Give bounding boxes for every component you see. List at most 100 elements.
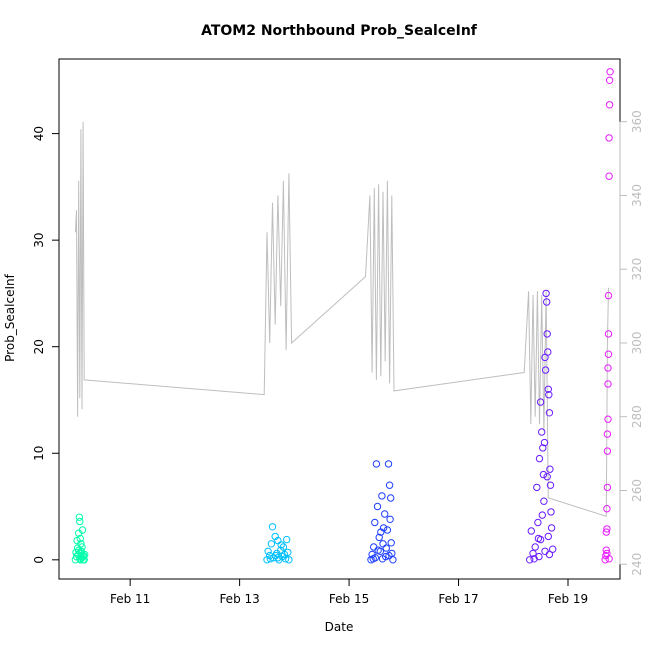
data-point [283, 535, 291, 544]
data-point [534, 518, 542, 527]
data-point [379, 524, 388, 532]
data-point [272, 551, 280, 560]
data-point [72, 548, 80, 557]
data-point [543, 298, 551, 306]
data-point [542, 289, 550, 298]
data-point [385, 551, 393, 560]
data-point [543, 330, 551, 338]
data-point [535, 552, 543, 561]
y2-line-layer [74, 121, 609, 517]
y2-tick-label: 240 [630, 553, 644, 576]
data-point [387, 539, 395, 547]
data-point [80, 556, 88, 564]
data-point [266, 555, 274, 563]
data-point [382, 544, 390, 552]
data-point [375, 533, 383, 542]
data-point [605, 101, 614, 109]
data-point [386, 515, 394, 523]
x-tick-label: Feb 13 [219, 592, 259, 606]
data-point [604, 380, 612, 388]
y-axis: 0 10 20 30 40 [32, 126, 60, 564]
data-point [545, 550, 554, 559]
data-point [539, 444, 547, 452]
data-point [604, 415, 612, 423]
data-point [544, 532, 552, 541]
data-point [535, 454, 544, 463]
data-point [264, 547, 272, 555]
data-point [605, 172, 613, 180]
data-point [605, 76, 614, 85]
data-point [545, 391, 553, 399]
y2-series-line [74, 121, 609, 517]
data-point [546, 481, 555, 489]
y-tick-label: 40 [32, 126, 46, 141]
data-point [530, 555, 538, 563]
data-point [543, 473, 551, 481]
y-axis-label: Prob_SealceInf [3, 273, 17, 361]
data-point [78, 543, 86, 551]
data-point [373, 502, 382, 511]
data-point [603, 549, 611, 558]
data-point [603, 447, 612, 455]
data-point [526, 556, 534, 564]
data-point [603, 505, 611, 513]
plot-frame [58, 58, 621, 580]
y2-tick-label: 340 [630, 184, 644, 207]
x-axis-label: Date [325, 620, 354, 634]
data-point [379, 540, 387, 548]
data-point [277, 541, 285, 549]
data-point [533, 483, 541, 492]
x-axis: Feb 11 Feb 13 Feb 15 Feb 17 Feb 19 [110, 578, 588, 606]
data-point [81, 550, 89, 559]
data-point [381, 510, 389, 518]
data-point [606, 68, 614, 76]
data-point [389, 556, 397, 564]
y2-tick-label: 360 [630, 110, 644, 133]
data-point [73, 536, 81, 545]
data-point [76, 556, 85, 564]
x-tick-label: Feb 15 [329, 592, 369, 606]
data-point [602, 546, 610, 554]
data-point [544, 348, 552, 356]
data-point [281, 555, 290, 563]
data-point [378, 555, 387, 563]
data-point [604, 291, 613, 300]
data-point [605, 134, 613, 142]
data-point [385, 481, 394, 489]
points-layer [71, 68, 614, 564]
data-point [546, 465, 554, 473]
data-point [267, 540, 276, 548]
data-point [76, 517, 84, 526]
y2-tick-label: 260 [630, 479, 644, 502]
data-point [540, 438, 549, 447]
data-point [387, 494, 395, 502]
y2-tick-label: 280 [630, 405, 644, 428]
data-point [285, 556, 293, 564]
data-point [372, 460, 381, 468]
data-point [547, 524, 556, 532]
y-tick-label: 20 [32, 339, 46, 354]
data-point [527, 527, 535, 535]
data-point [78, 526, 87, 534]
data-point [604, 364, 612, 372]
data-point [369, 555, 377, 563]
data-point [371, 518, 379, 527]
data-point [536, 535, 545, 544]
data-point [268, 523, 277, 531]
data-point [603, 430, 612, 438]
data-point [274, 554, 282, 562]
data-point [75, 513, 84, 521]
data-point [603, 483, 612, 492]
x-tick-label: Feb 17 [438, 592, 478, 606]
data-point [384, 460, 393, 468]
data-point [536, 398, 545, 406]
y-tick-label: 10 [32, 446, 46, 461]
data-point [604, 330, 613, 338]
y2-tick-label: 320 [630, 258, 644, 281]
y2-axis: 240 260 280 300 320 340 360 [619, 110, 644, 576]
data-point [541, 366, 550, 374]
y2-tick-label: 300 [630, 332, 644, 355]
data-point [544, 385, 552, 393]
data-point [541, 547, 549, 555]
